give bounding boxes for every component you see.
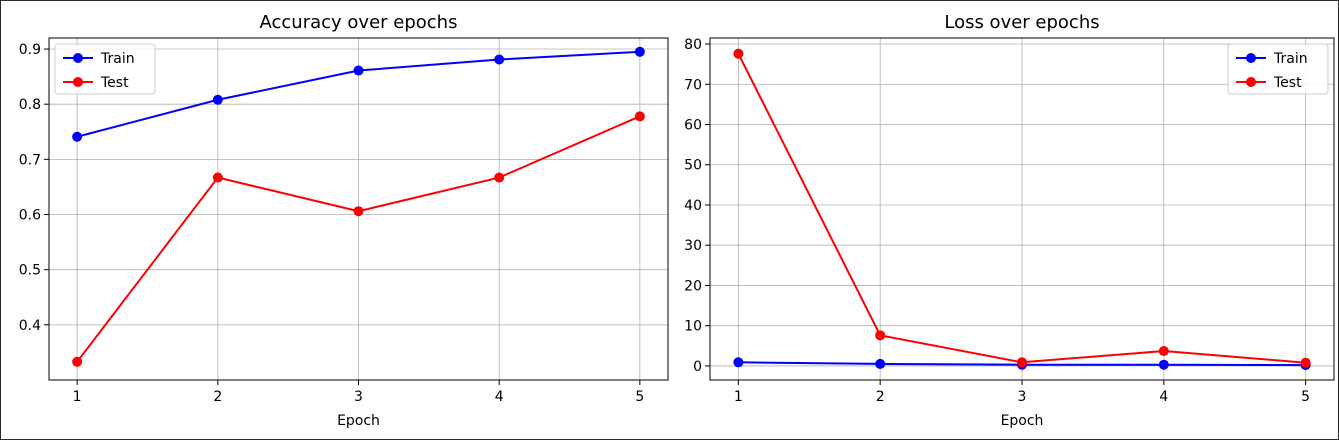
y-tick-label: 0.6 (19, 208, 41, 224)
data-point-test (1158, 346, 1169, 357)
y-tick-label: 40 (684, 198, 702, 214)
x-tick-label: 1 (734, 389, 743, 405)
data-point-train (212, 94, 223, 105)
y-tick-label: 10 (684, 319, 702, 335)
x-tick-label: 2 (876, 389, 885, 405)
y-tick-label: 0.8 (19, 97, 41, 113)
legend-marker-test (1246, 77, 1256, 87)
y-tick-label: 50 (684, 158, 702, 174)
data-point-train (353, 65, 364, 76)
data-point-test (212, 172, 223, 183)
x-tick-label: 2 (213, 389, 222, 405)
y-tick-label: 0.4 (19, 318, 41, 334)
legend-marker-train (1246, 53, 1256, 63)
data-point-test (353, 206, 364, 217)
legend-label-train: Train (1273, 51, 1308, 67)
y-tick-label: 70 (684, 77, 702, 93)
data-point-test (1017, 357, 1027, 368)
x-tick-label: 5 (635, 389, 644, 405)
x-tick-label: 4 (1159, 389, 1168, 405)
legend: Train Test (54, 43, 156, 95)
data-point-train (875, 358, 886, 369)
panel-1: 1 2 3 4 5 0.4 0.5 0.6 0.7 0.8 0.9 Accuracy over epo… (19, 12, 669, 429)
data-point-test (875, 330, 886, 341)
chart-title: Accuracy over epochs (260, 12, 458, 33)
y-tick-label: 0.9 (19, 42, 41, 58)
data-point-train (1158, 359, 1169, 370)
x-tick-label: 5 (1301, 389, 1310, 405)
legend-label-train: Train (100, 51, 135, 67)
data-point-train (733, 357, 744, 368)
legend-label-test: Test (1273, 75, 1302, 91)
data-point-test (72, 356, 83, 367)
y-tick-label: 0.7 (19, 152, 41, 168)
data-point-test (1300, 357, 1311, 368)
data-point-test (494, 172, 505, 183)
legend-marker-test (73, 77, 83, 87)
legend: Train Test (1227, 43, 1329, 95)
chart-title: Loss over epochs (944, 12, 1099, 33)
x-tick-label: 1 (73, 389, 82, 405)
legend-marker-train (73, 53, 83, 63)
data-point-train (634, 46, 645, 57)
y-tick-label: 0.5 (19, 263, 41, 279)
x-tick-label: 3 (354, 389, 363, 405)
legend-label-test: Test (100, 75, 129, 91)
data-point-train (494, 54, 505, 65)
x-tick-label: 3 (1018, 389, 1027, 405)
data-point-test (634, 111, 645, 122)
data-point-test (733, 48, 744, 59)
y-tick-label: 20 (684, 278, 702, 294)
x-axis-label: Epoch (1001, 413, 1044, 429)
y-tick-label: 0 (693, 359, 702, 375)
y-tick-label: 60 (684, 118, 702, 134)
x-tick-label: 4 (495, 389, 504, 405)
x-axis-label: Epoch (337, 413, 380, 429)
y-tick-label: 80 (684, 37, 702, 53)
y-tick-label: 30 (684, 238, 702, 254)
data-point-train (72, 131, 83, 142)
